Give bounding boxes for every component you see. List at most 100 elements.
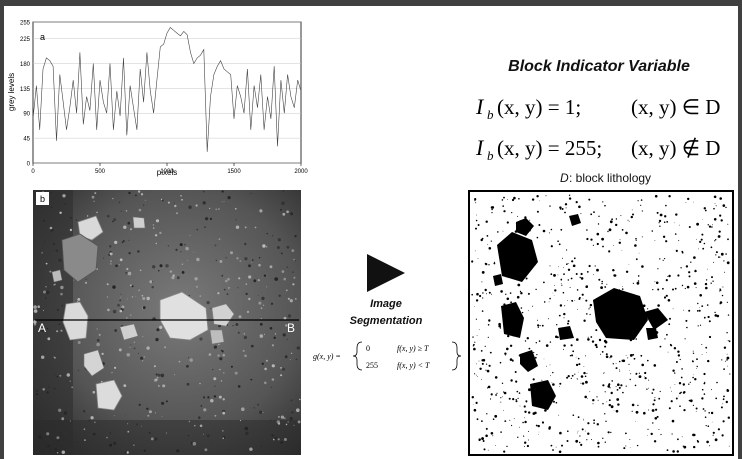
gravel-dot [289,359,291,360]
gravel-dot [143,356,145,358]
speckle-dot [722,403,724,405]
speckle-dot [526,337,529,340]
speckle-dot [675,397,678,400]
gravel-dot [155,373,158,376]
speckle-dot [509,419,511,421]
speckle-dot [622,391,624,394]
gravel-dot [55,249,59,252]
speckle-dot [493,262,496,265]
speckle-dot [571,354,574,357]
speckle-dot [484,345,486,347]
speckle-dot [714,203,716,204]
speckle-dot [619,370,621,372]
speckle-dot [541,379,543,381]
gravel-dot [133,341,135,343]
speckle-dot [625,432,627,435]
speckle-dot [531,198,535,201]
speckle-dot [552,449,554,451]
speckle-dot [652,289,654,291]
speckle-dot [578,205,581,209]
speckle-dot [577,309,578,310]
speckle-dot [598,338,602,342]
gravel-dot [113,218,116,221]
gravel-dot [103,257,105,259]
panel-b-letter: b [40,194,45,204]
gravel-dot [146,296,150,301]
gravel-dot [272,438,275,441]
gravel-dot [238,315,242,319]
gravel-dot [113,441,117,445]
case1-value: 0 [366,344,370,353]
frame-left-border [0,0,4,459]
speckle-dot [707,315,710,319]
gravel-dot [263,274,266,277]
gravel-dot [66,373,71,377]
speckle-dot [629,447,631,448]
gravel-dot [33,320,37,324]
speckle-dot [701,305,704,307]
speckle-dot [577,430,579,432]
gravel-dot [241,407,245,412]
speckle-dot [712,280,714,282]
speckle-dot [472,336,474,338]
gravel-dot [292,271,294,274]
speckle-dot [597,399,599,401]
chart-y-tick-label: 90 [23,112,30,118]
speckle-dot [670,400,673,403]
gravel-dot [293,276,296,279]
speckle-dot [587,422,590,425]
gravel-dot [218,343,220,346]
speckle-dot [669,387,671,389]
gravel-dot [237,287,239,289]
gravel-dot [74,441,76,442]
speckle-dot [629,370,630,372]
speckle-dot [602,403,604,405]
gravel-dot [122,239,125,243]
speckle-dot [575,273,578,275]
speckle-dot [701,388,704,391]
speckle-dot [584,430,586,432]
gravel-dot [262,244,266,248]
speckle-dot [589,391,591,393]
speckle-dot [604,204,606,207]
gravel-dot [119,258,123,262]
gravel-dot [126,267,129,271]
speckle-dot [518,198,520,200]
speckle-dot [652,388,655,391]
gravel-dot [75,219,78,221]
gravel-dot [244,257,248,261]
speckle-dot [707,224,709,226]
speckle-dot [535,424,538,427]
speckle-dot [641,210,643,212]
gravel-dot [148,410,152,414]
speckle-dot [657,304,660,307]
speckle-dot [581,428,584,431]
gravel-dot [49,226,53,230]
gravel-dot [106,436,108,439]
gravel-dot [181,198,183,201]
speckle-dot [605,420,607,422]
gravel-dot [165,432,167,434]
speckle-dot [640,354,643,357]
gravel-dot [206,301,210,305]
gravel-dot [88,419,91,422]
speckle-dot [615,363,617,364]
speckle-dot [567,263,569,264]
gravel-dot [60,432,61,433]
speckle-dot [701,397,704,400]
speckle-dot [655,408,658,411]
speckle-dot [625,385,627,387]
speckle-dot [584,375,587,378]
speckle-dot [579,441,581,444]
speckle-dot [605,353,608,356]
gravel-dot [194,277,198,281]
chart-y-tick-label: 225 [20,37,31,43]
rock-block [119,323,139,341]
speckle-dot [537,319,538,321]
gravel-dot [214,244,217,247]
gravel-dot [146,346,150,350]
speckle-dot [727,314,730,316]
speckle-dot [677,350,680,353]
speckle-dot [607,230,609,233]
speckle-dot [672,450,675,453]
